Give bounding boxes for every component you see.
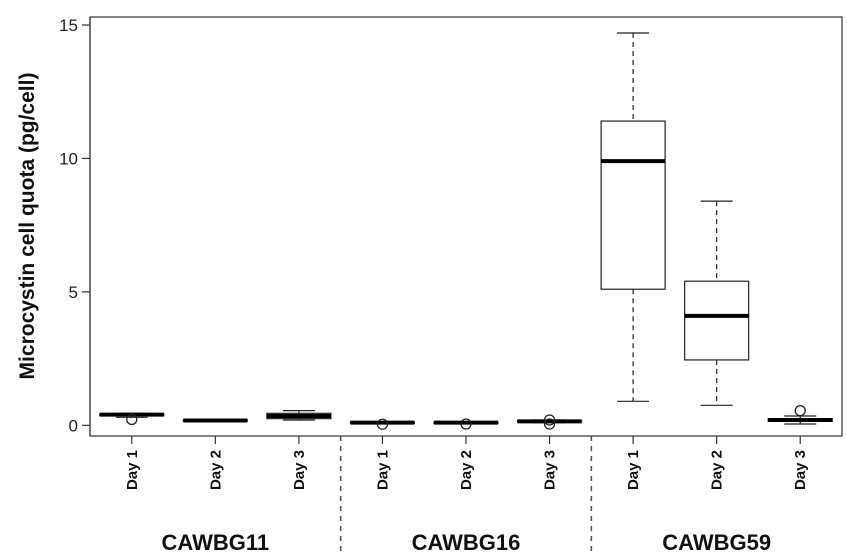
y-axis-ticks: 0 5 10 15: [59, 16, 90, 435]
box-cawbg59-day-3: [767, 404, 833, 425]
outlier-point: [543, 418, 556, 430]
box-cawbg16-day-3: [516, 414, 583, 430]
box-cawbg11-day-2: [182, 418, 248, 423]
x-tick-label: Day 3: [542, 450, 559, 490]
y-tick-label: 0: [69, 416, 78, 435]
boxes: [99, 32, 833, 430]
outlier-point: [543, 414, 556, 426]
box-cawbg59-day-1: [600, 32, 666, 402]
iqr-box: [684, 280, 750, 361]
y-axis-title: Microcystin cell quota (pg/cell): [16, 73, 39, 380]
x-tick-label: Day 3: [792, 450, 809, 490]
iqr-box: [600, 120, 666, 290]
group-labels: CAWBG11 CAWBG16 CAWBG59: [162, 530, 772, 555]
x-tick-label: Day 1: [374, 450, 391, 490]
outlier-point: [460, 418, 472, 430]
y-tick-label: 5: [69, 283, 78, 302]
box-cawbg16-day-1: [349, 418, 416, 430]
box-cawbg11-day-3: [266, 410, 332, 421]
group-label: CAWBG16: [412, 530, 521, 555]
x-axis-ticks: Day 1 Day 2 Day 3 Day 1 Day 2 Day 3 Day 1 Day 2…: [124, 436, 809, 490]
box-cawbg11-day-1: [99, 412, 165, 426]
x-tick-label: Day 2: [709, 450, 726, 490]
outlier-point: [794, 404, 806, 417]
outlier-point: [376, 418, 389, 430]
y-tick-label: 15: [59, 16, 78, 35]
x-tick-label: Day 1: [124, 450, 141, 490]
group-label: CAWBG11: [162, 530, 270, 555]
box-cawbg59-day-2: [684, 200, 750, 406]
box-cawbg16-day-2: [433, 418, 499, 430]
group-label: CAWBG59: [662, 530, 771, 555]
x-tick-label: Day 3: [291, 450, 308, 490]
x-tick-label: Day 2: [458, 450, 475, 490]
y-tick-label: 10: [59, 149, 78, 168]
x-tick-label: Day 1: [625, 450, 642, 490]
outlier-point: [126, 413, 138, 426]
group-separators: [339, 436, 593, 556]
x-tick-label: Day 2: [207, 450, 224, 490]
plot-frame: [89, 16, 843, 437]
